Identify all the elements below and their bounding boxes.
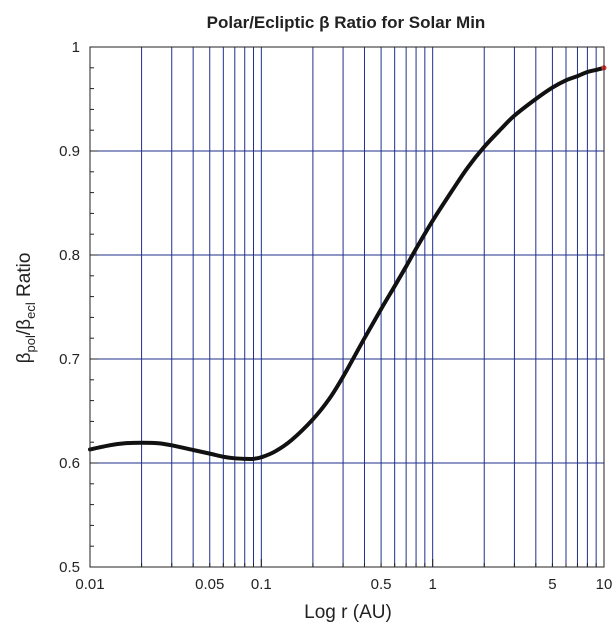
- y-label-beta-pol: β: [14, 352, 35, 363]
- y-tick-label: 0.8: [59, 247, 80, 264]
- y-tick-label: 0.6: [59, 455, 80, 472]
- y-label-sub-pol: pol: [23, 335, 38, 352]
- x-tick-label: 0.05: [195, 576, 224, 593]
- y-axis-label: βpol/βecl Ratio: [14, 253, 38, 364]
- x-tick-label: 5: [548, 576, 556, 593]
- plot-frame: [89, 46, 605, 568]
- series-line: [88, 65, 606, 461]
- tick-labels: 0.01 0.05 0.1 0.5 1 5 10 0.5 0.6 0.7 0.8 0.9 1: [59, 39, 612, 593]
- x-tick-label: 1: [428, 576, 436, 593]
- x-tick-label: 10: [596, 576, 613, 593]
- x-tick-label: 0.01: [75, 576, 104, 593]
- y-tick-label: 0.9: [59, 143, 80, 160]
- y-tick-label: 0.5: [59, 559, 80, 576]
- y-label-beta-ecl: β: [14, 319, 35, 330]
- x-tick-label: 0.5: [371, 576, 392, 593]
- grid: [90, 47, 604, 567]
- x-axis-label: Log r (AU): [304, 602, 392, 623]
- chart-title: Polar/Ecliptic β Ratio for Solar Min: [207, 13, 486, 32]
- y-tick-label: 0.7: [59, 351, 80, 368]
- y-label-ratio: Ratio: [14, 253, 35, 303]
- x-tick-label: 0.1: [251, 576, 272, 593]
- y-label-slash: /: [14, 329, 35, 335]
- y-label-sub-ecl: ecl: [23, 302, 38, 319]
- y-tick-label: 1: [72, 39, 80, 56]
